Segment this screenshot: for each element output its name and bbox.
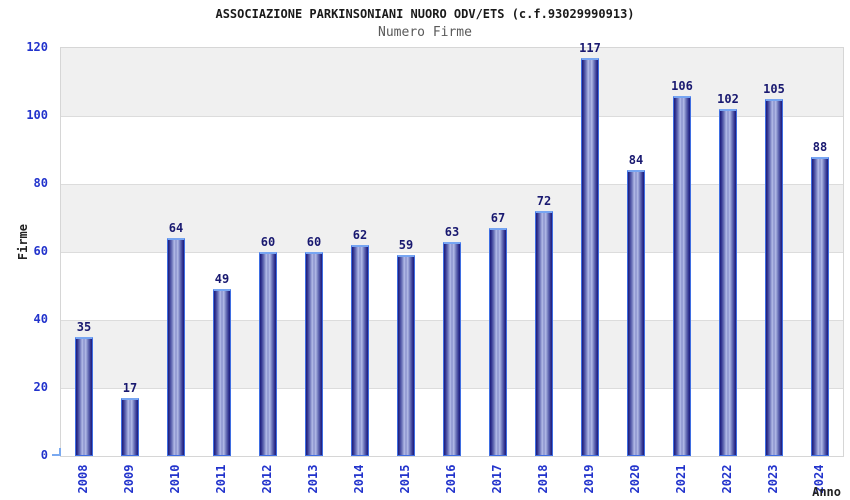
y-tick-label: 120 (26, 40, 48, 54)
bar (627, 170, 645, 456)
bar (489, 228, 507, 456)
x-tick-label: 2023 (766, 464, 780, 494)
bar-value-label: 62 (352, 228, 368, 243)
x-tick-label: 2011 (214, 464, 228, 494)
y-tick-label: 80 (33, 176, 48, 190)
bar (351, 245, 369, 456)
bar (719, 109, 737, 456)
bar (397, 255, 415, 456)
gridline (61, 184, 843, 185)
bar (305, 252, 323, 456)
bar-value-label: 64 (168, 221, 184, 236)
bar-value-label: 60 (260, 235, 276, 249)
x-tick-label: 2018 (536, 464, 550, 494)
y-tick-label: 20 (33, 380, 48, 394)
bar (259, 252, 277, 456)
bar-value-label: 72 (536, 194, 552, 209)
bar-value-label: 106 (671, 78, 693, 93)
bar (581, 58, 599, 456)
x-tick-label: 2015 (398, 464, 412, 494)
x-tick-label: 2021 (674, 464, 688, 494)
bar (535, 211, 553, 456)
bar (811, 156, 829, 456)
bar-value-label: 59 (398, 238, 414, 253)
plot-area: 35 17 64 49 60 60 62 59 63 67 72 117 84 106 102 105 88 (60, 41, 844, 457)
bar-value-label: 84 (628, 153, 644, 168)
bar (443, 241, 461, 456)
bar (121, 398, 139, 456)
bar-value-label: 63 (444, 224, 460, 239)
bar-value-label: 102 (717, 92, 739, 107)
bar-value-label: 49 (214, 272, 230, 287)
origin-tick-icon (52, 454, 60, 456)
y-tick-label: 40 (33, 312, 48, 326)
bar (213, 289, 231, 456)
bar-value-label: 17 (122, 381, 138, 396)
bar (673, 95, 691, 456)
x-axis: 2008 2009 2010 2011 2012 2013 2014 2015 2016 2017… (60, 455, 842, 500)
chart-title: ASSOCIAZIONE PARKINSONIANI NUORO ODV/ETS… (215, 7, 635, 21)
bar-value-label: 105 (763, 82, 785, 96)
bar-value-label: 117 (579, 41, 601, 56)
x-tick-label: 2013 (306, 464, 320, 494)
gridline (61, 116, 843, 117)
x-tick-label: 2008 (76, 464, 90, 494)
y-axis: 0 20 40 60 80 100 120 (0, 40, 48, 462)
x-tick-label: 2012 (260, 464, 274, 494)
x-tick-label: 2022 (720, 464, 734, 494)
bar-value-label: 67 (490, 211, 506, 226)
bar (765, 99, 783, 456)
x-tick-label: 2014 (352, 464, 366, 494)
y-tick-label: 100 (26, 108, 48, 122)
bar (75, 337, 93, 456)
x-tick-label: 2010 (168, 464, 182, 494)
bar-value-label: 60 (306, 235, 322, 249)
bar-value-label: 88 (812, 139, 828, 154)
x-tick-label: 2009 (122, 464, 136, 494)
bar (167, 238, 185, 456)
bar-value-label: 35 (76, 320, 92, 334)
x-axis-title: Anno (812, 485, 841, 499)
origin-tick-icon (59, 448, 61, 456)
y-tick-label: 0 (40, 448, 48, 462)
x-tick-label: 2016 (444, 464, 458, 494)
y-tick-label: 60 (33, 244, 48, 258)
x-tick-label: 2020 (628, 464, 642, 494)
x-tick-label: 2019 (582, 464, 596, 494)
x-tick-label: 2017 (490, 464, 504, 494)
chart-subtitle: Numero Firme (378, 25, 472, 40)
